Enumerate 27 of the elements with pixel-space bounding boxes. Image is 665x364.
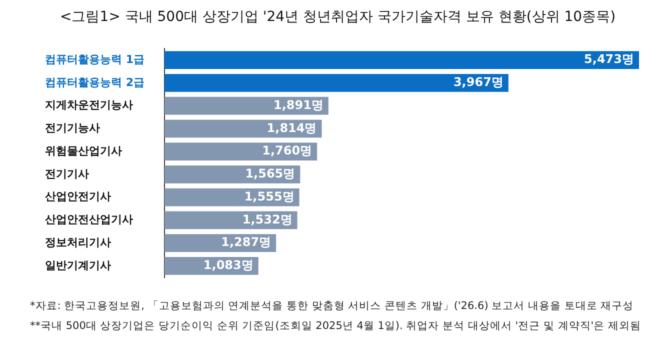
- data-label: 1,814명: [266, 120, 317, 135]
- chart-title: <그림1> 국내 500대 상장기업 '24년 청년취업자 국가기술자격 보유 현황(상위 10종목): [60, 8, 617, 26]
- bar: [164, 74, 508, 92]
- y-tick-label: 지게차운전기능사: [44, 98, 133, 112]
- data-label: 1,532명: [242, 212, 292, 226]
- data-label: 5,473명: [584, 52, 634, 66]
- y-tick-label: 컴퓨터활용능력 2급: [45, 76, 144, 89]
- bar: [164, 166, 300, 184]
- text: **국내 500대 상장기업은 당기순이익 순위 기준임(조회일 2025년 4월 1일). 취업자 분석 대상에서 '전근 및 계약직'은 제외됨: [30, 319, 641, 334]
- text: *자료: 한국고용정보원, 「고용보험과의 연계분석을 통한 맞춤형 서비스 콘텐츠 개발」('26.6) 보고서 내용을 토대로 재구성: [30, 299, 635, 314]
- y-tick-label: 위험물산업기사: [45, 144, 122, 158]
- y-tick-label: 정보처리기사: [45, 236, 111, 249]
- bar: [164, 142, 318, 160]
- y-tick-label: 전기기능사: [45, 122, 100, 135]
- y-tick-label: 컴퓨터활용능력 1급: [45, 52, 144, 66]
- bar: [164, 51, 639, 69]
- data-label: 3,967명: [453, 75, 504, 90]
- data-label: 1,760명: [262, 144, 312, 158]
- data-label: 1,083명: [203, 258, 254, 272]
- y-tick-label: 전기기사: [45, 167, 89, 180]
- y-tick-label: 산업안전산업기사: [45, 213, 133, 226]
- data-label: 1,555명: [244, 189, 294, 204]
- data-label: 1,565명: [245, 166, 296, 181]
- y-tick-label: 일반기계기사: [45, 258, 111, 272]
- data-label: 1,891명: [273, 98, 324, 112]
- y-tick-label: 산업안전기사: [45, 190, 111, 204]
- data-label: 1,287명: [221, 235, 272, 250]
